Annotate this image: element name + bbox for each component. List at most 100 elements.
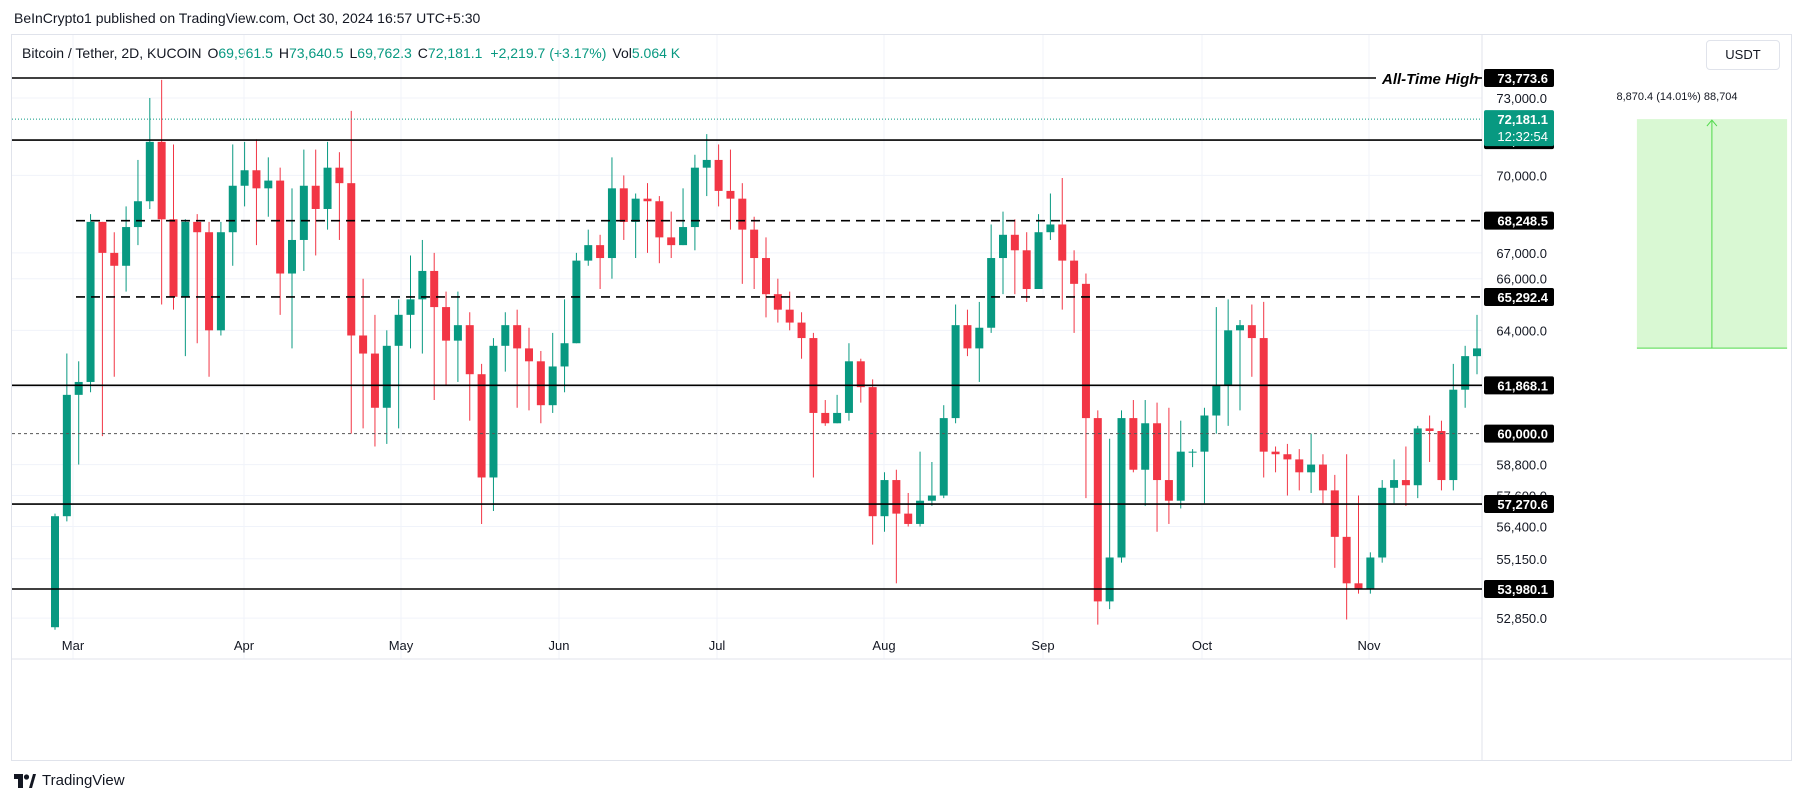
candle-body-up bbox=[1307, 464, 1316, 473]
candle-body-down bbox=[750, 229, 759, 259]
y-tick-label: 58,800.0 bbox=[1496, 458, 1547, 473]
tradingview-brand[interactable]: TradingView bbox=[14, 772, 125, 789]
level-price-tag bbox=[1484, 580, 1554, 598]
candle-body-up bbox=[560, 343, 569, 367]
candle-body-up bbox=[145, 141, 154, 202]
candle-body-up bbox=[927, 495, 936, 501]
level-price-tag bbox=[1484, 424, 1554, 443]
candle-body-down bbox=[1010, 234, 1019, 251]
candle-body-down bbox=[643, 198, 652, 202]
candle-body-up bbox=[394, 314, 403, 346]
candle-body-up bbox=[1461, 356, 1470, 390]
candle-body-down bbox=[596, 245, 605, 259]
candle-body-down bbox=[1295, 459, 1304, 473]
level-price-label: 60,000.0 bbox=[1497, 427, 1548, 442]
candle-body-up bbox=[1413, 428, 1422, 486]
candle-body-down bbox=[785, 309, 794, 323]
open-value: 69,961.5 bbox=[218, 45, 273, 61]
candle-body-down bbox=[1437, 431, 1446, 481]
bar-countdown-label: 12:32:54 bbox=[1497, 129, 1548, 144]
candle-body-down bbox=[370, 353, 379, 408]
candle-body-up bbox=[501, 325, 510, 346]
level-price-tag bbox=[1484, 376, 1554, 395]
high-value: 73,640.5 bbox=[289, 45, 344, 61]
candle-body-down bbox=[1247, 325, 1256, 339]
level-price-tag bbox=[1484, 69, 1554, 87]
candle-body-up bbox=[1449, 389, 1458, 481]
candle-body-up bbox=[880, 480, 889, 517]
candle-body-down bbox=[1022, 250, 1031, 290]
candle-body-up bbox=[690, 167, 699, 228]
candle-body-down bbox=[157, 141, 166, 220]
candle-body-up bbox=[1378, 487, 1387, 558]
candle-body-up bbox=[51, 516, 59, 628]
high-label: H bbox=[278, 45, 289, 61]
candle-body-down bbox=[513, 325, 522, 349]
x-tick-label: May bbox=[389, 638, 414, 653]
candle-body-up bbox=[406, 299, 415, 315]
candle-body-down bbox=[430, 270, 439, 308]
candle-body-down bbox=[525, 348, 533, 362]
candle-body-up bbox=[228, 185, 237, 233]
candle-body-down bbox=[252, 170, 261, 189]
last-price-label: 72,181.1 bbox=[1497, 112, 1548, 127]
change-value: +2,219.7 (+3.17%) bbox=[490, 45, 607, 61]
candle-body-up bbox=[1390, 480, 1399, 488]
level-price-label: 65,292.4 bbox=[1497, 290, 1548, 305]
x-tick-label: Jun bbox=[549, 638, 570, 653]
candle-body-up bbox=[1046, 224, 1055, 233]
x-tick-label: Mar bbox=[62, 638, 85, 653]
candle-body-up bbox=[240, 170, 249, 186]
candle-body-up bbox=[975, 327, 984, 349]
close-value: 72,181.1 bbox=[427, 45, 483, 61]
candle-body-up bbox=[916, 500, 925, 524]
volume-label: Vol bbox=[612, 45, 632, 61]
candle-body-down bbox=[655, 201, 664, 238]
candle-body-down bbox=[205, 232, 214, 331]
symbol-label[interactable]: Bitcoin / Tether, 2D, KUCOIN bbox=[22, 45, 202, 61]
candle-body-down bbox=[1318, 464, 1327, 491]
candle-body-up bbox=[999, 234, 1007, 259]
candle-body-up bbox=[1603, 364, 1611, 367]
level-price-tag bbox=[1484, 287, 1554, 306]
y-tick-label: 52,850.0 bbox=[1496, 611, 1547, 626]
candle-body-down bbox=[1259, 338, 1268, 452]
candle-body-down bbox=[1568, 348, 1576, 418]
y-tick-label: 73,000.0 bbox=[1496, 91, 1547, 106]
open-label: O bbox=[207, 45, 219, 61]
candle-body-down bbox=[619, 188, 628, 222]
candle-body-up bbox=[1224, 330, 1233, 385]
candle-body-up bbox=[1639, 359, 1647, 424]
candle-body-down bbox=[311, 185, 320, 209]
candle-body-down bbox=[868, 387, 877, 517]
candle-body-down bbox=[276, 180, 285, 274]
currency-button[interactable]: USDT bbox=[1706, 40, 1780, 70]
y-tick-label: 66,000.0 bbox=[1496, 272, 1547, 287]
candle-body-up bbox=[987, 258, 996, 328]
candle-body-down bbox=[809, 338, 818, 413]
candle-body-up bbox=[607, 188, 616, 259]
candle-body-up bbox=[951, 325, 960, 419]
candle-body-up bbox=[1141, 423, 1150, 470]
candle-body-up bbox=[86, 221, 95, 382]
last-price-tag bbox=[1484, 110, 1554, 147]
level-price-tag bbox=[1484, 211, 1554, 230]
candle-body-up bbox=[1473, 348, 1481, 357]
candle-body-up bbox=[288, 239, 296, 274]
candle-body-down bbox=[1081, 283, 1090, 419]
candle-body-up bbox=[1200, 415, 1209, 452]
ohlc-legend: Bitcoin / Tether, 2D, KUCOIN O69,961.5 H73… bbox=[22, 45, 680, 61]
candle-body-up bbox=[181, 221, 190, 297]
candle-body-up bbox=[382, 345, 391, 408]
measure-label: 8,870.4 (14.01%) 88,704 bbox=[1616, 91, 1737, 103]
candle-body-up bbox=[299, 185, 308, 240]
candle-body-down bbox=[856, 361, 865, 388]
candle-body-up bbox=[122, 227, 131, 266]
candle-body-up bbox=[1580, 379, 1588, 418]
candle-body-down bbox=[1556, 281, 1564, 348]
brand-label: TradingView bbox=[42, 772, 125, 789]
low-value: 69,762.3 bbox=[357, 45, 412, 61]
candle-body-up bbox=[702, 159, 711, 168]
measure-arrow-head bbox=[1706, 119, 1718, 127]
